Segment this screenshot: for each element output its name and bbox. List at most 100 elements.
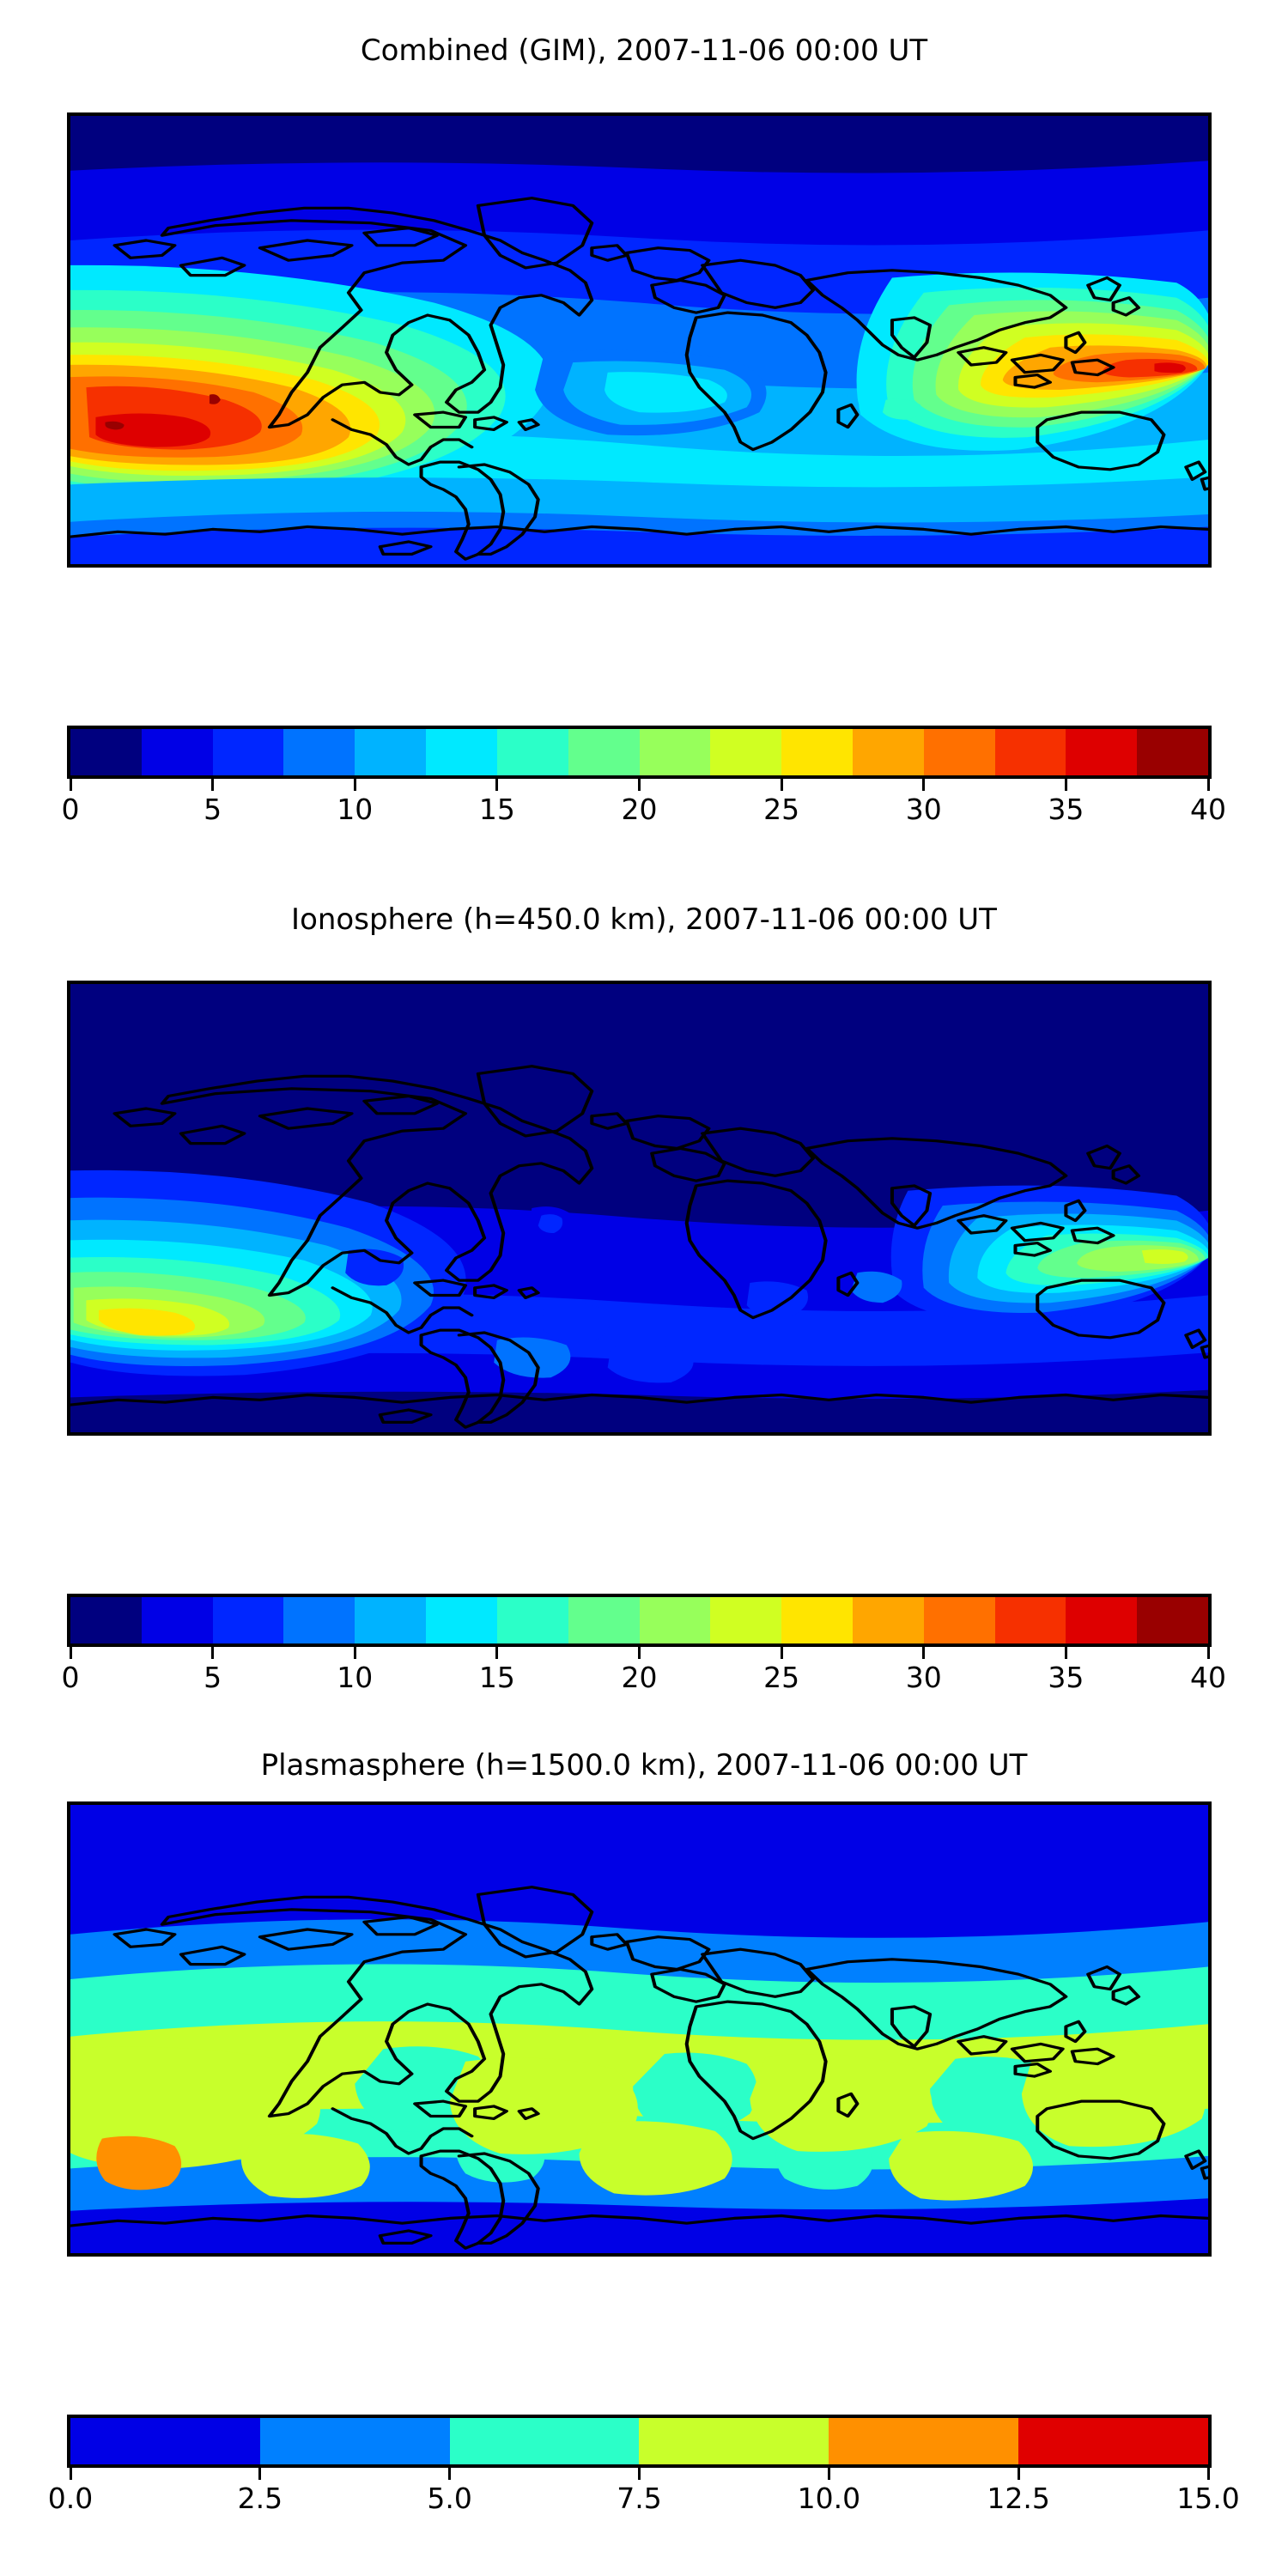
colorbar-tick-label-6: 30 [905,1661,942,1694]
colorbar-tick-3 [495,779,499,791]
colorbar-segment-8 [639,729,711,775]
colorbar-tick-6 [922,779,926,791]
colorbar-labels-combined-gim: 0 5 10 15 20 25 30 35 40 [62,791,1227,830]
colorbar-segment-14 [1066,1597,1138,1643]
colorbar-segment-15 [1137,1597,1208,1643]
colorbar-tick-label-3: 15 [478,1661,515,1694]
map-svg-combined-gim [70,116,1208,564]
colorbar-tick-4 [827,2468,830,2480]
colorbar-tick-4 [638,779,641,791]
colorbar-segment-9 [710,729,782,775]
colorbar-tick-label-1: 5 [204,1661,222,1694]
colorbar-segment-5 [426,1597,497,1643]
colorbar-tick-label-5: 25 [763,1661,800,1694]
panel-title-ionosphere: Ionosphere (h=450.0 km), 2007-11-06 00:0… [291,902,997,937]
map-ionosphere [67,981,1212,1436]
map-svg-ionosphere [70,984,1208,1432]
colorbar-segment-3 [283,1597,355,1643]
colorbar-segment-12 [923,1597,995,1643]
panel-title-combined-gim: Combined (GIM), 2007-11-06 00:00 UT [360,33,928,68]
colorbar-segment-4 [355,729,427,775]
colorbar-segment-15 [1137,729,1208,775]
colorbar-segment-10 [781,1597,853,1643]
colorbar-tick-label-0: 0.0 [47,2482,94,2515]
colorbar-gradient-plasmasphere [67,2415,1212,2468]
colorbar-gradient-ionosphere [67,1594,1212,1647]
colorbar-tick-label-4: 10.0 [797,2482,861,2515]
colorbar-tick-label-6: 30 [905,793,942,826]
colorbar-tick-label-6: 15.0 [1176,2482,1240,2515]
colorbar-segment-0 [70,2418,260,2464]
colorbar-labels-ionosphere: 0 5 10 15 20 25 30 35 40 [62,1659,1227,1698]
colorbar-segment-12 [923,729,995,775]
colorbar-tick-8 [1206,779,1210,791]
colorbar-tick-3 [495,1647,499,1659]
colorbar-segment-2 [212,1597,284,1643]
colorbar-gradient-combined-gim [67,726,1212,779]
colorbar-tick-1 [258,2468,262,2480]
colorbar-tick-8 [1206,1647,1210,1659]
colorbar-tick-label-1: 2.5 [237,2482,283,2515]
colorbar-tick-label-5: 12.5 [987,2482,1050,2515]
colorbar-tick-label-3: 15 [478,793,515,826]
colorbar-tick-label-7: 35 [1048,793,1084,826]
colorbar-tick-label-3: 7.5 [617,2482,662,2515]
colorbar-tick-0 [69,2468,72,2480]
colorbar-tick-label-5: 25 [763,793,800,826]
colorbar-segment-11 [852,1597,924,1643]
colorbar-tick-5 [1017,2468,1020,2480]
colorbar-tick-label-1: 5 [204,793,222,826]
colorbar-segment-0 [70,1597,142,1643]
panel-title-plasmasphere: Plasmasphere (h=1500.0 km), 2007-11-06 0… [260,1748,1028,1783]
colorbar-tick-label-8: 40 [1190,793,1226,826]
colorbar-segment-5 [426,729,497,775]
colorbar-segment-13 [994,729,1066,775]
colorbar-segment-7 [568,1597,640,1643]
colorbar-ticks-combined-gim [67,779,1212,791]
colorbar-labels-plasmasphere: 0.0 2.5 5.0 7.5 10.0 12.5 15.0 [48,2480,1240,2519]
colorbar-ticks-ionosphere [67,1647,1212,1659]
map-svg-plasmasphere [70,1805,1208,2253]
colorbar-segment-11 [852,729,924,775]
colorbar-segment-2 [212,729,284,775]
colorbar-tick-7 [1064,1647,1067,1659]
colorbar-combined-gim: 0 5 10 15 20 25 30 35 40 [62,726,1227,830]
colorbar-segment-5 [1018,2418,1208,2464]
colorbar-segment-1 [141,729,213,775]
colorbar-tick-2 [353,779,356,791]
colorbar-tick-0 [69,779,72,791]
colorbar-tick-6 [922,1647,926,1659]
colorbar-segment-3 [283,729,355,775]
colorbar-segment-7 [568,729,640,775]
colorbar-tick-3 [638,2468,641,2480]
colorbar-segment-2 [449,2418,640,2464]
colorbar-segment-4 [355,1597,427,1643]
colorbar-segment-3 [639,2418,829,2464]
colorbar-tick-5 [780,1647,783,1659]
colorbar-tick-1 [211,1647,215,1659]
colorbar-segment-13 [994,1597,1066,1643]
colorbar-tick-label-8: 40 [1190,1661,1226,1694]
colorbar-plasmasphere: 0.0 2.5 5.0 7.5 10.0 12.5 15.0 [48,2415,1240,2519]
colorbar-tick-0 [69,1647,72,1659]
colorbar-segment-1 [259,2418,450,2464]
map-combined-gim [67,112,1212,568]
colorbar-tick-2 [353,1647,356,1659]
colorbar-tick-label-7: 35 [1048,1661,1084,1694]
colorbar-segment-8 [639,1597,711,1643]
colorbar-segment-6 [496,1597,568,1643]
colorbar-segment-14 [1066,729,1138,775]
colorbar-tick-label-2: 5.0 [427,2482,472,2515]
colorbar-tick-label-2: 10 [337,793,374,826]
colorbar-tick-5 [780,779,783,791]
colorbar-tick-label-4: 20 [621,1661,658,1694]
colorbar-tick-7 [1064,779,1067,791]
colorbar-ticks-plasmasphere [67,2468,1212,2480]
colorbar-tick-label-0: 0 [61,793,80,826]
colorbar-segment-10 [781,729,853,775]
colorbar-segment-9 [710,1597,782,1643]
colorbar-tick-label-2: 10 [337,1661,374,1694]
colorbar-tick-2 [448,2468,452,2480]
colorbar-segment-4 [829,2418,1019,2464]
